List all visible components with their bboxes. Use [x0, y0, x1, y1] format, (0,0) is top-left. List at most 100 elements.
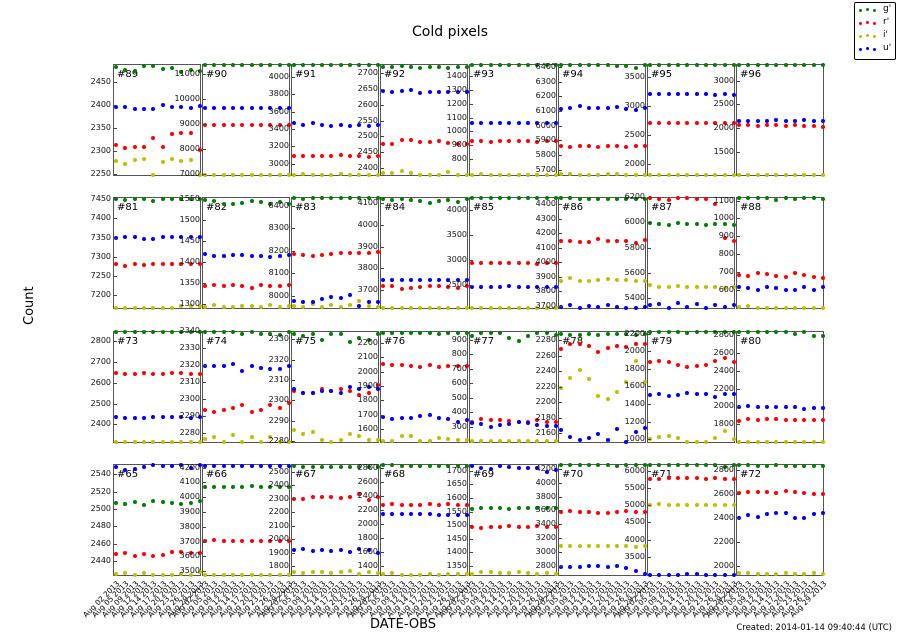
data-point-r [277, 123, 282, 127]
data-point-g [577, 197, 582, 202]
data-point-u [418, 413, 423, 418]
data-point-g [132, 196, 137, 201]
y-tick-mark [114, 526, 117, 528]
data-point-r [746, 273, 751, 278]
data-point-r [633, 240, 638, 245]
data-point-i [212, 173, 217, 177]
data-point-r [470, 525, 474, 530]
data-point-i [301, 431, 306, 436]
y-tick-mark [114, 256, 117, 258]
data-point-g [455, 331, 460, 336]
data-point-g [320, 63, 324, 67]
panel-label: #77 [473, 336, 495, 347]
data-point-i [648, 283, 652, 288]
data-point-g [498, 331, 502, 336]
data-point-g [544, 63, 549, 67]
data-point-r [418, 503, 423, 508]
data-point-r [170, 371, 174, 376]
data-point-u [802, 515, 807, 520]
y-tick-mark [292, 205, 295, 207]
data-point-i [774, 306, 779, 310]
data-point-g [151, 64, 156, 69]
data-point-g [648, 63, 652, 67]
data-point-u [559, 427, 563, 432]
data-point-u [568, 434, 573, 439]
y-tick-label: 4500 [624, 517, 645, 527]
data-point-r [722, 120, 727, 125]
y-tick-label: 2200 [713, 536, 734, 546]
data-point-i [793, 572, 797, 577]
data-point-r [114, 552, 118, 557]
data-point-r [648, 196, 652, 200]
data-point-u [694, 92, 699, 97]
data-point-r [366, 251, 371, 255]
data-point-g [348, 465, 352, 469]
y-tick-mark [470, 470, 473, 472]
data-point-u [488, 467, 493, 472]
data-point-u [301, 300, 306, 305]
y-tick-label: 11000 [174, 69, 200, 78]
data-point-g [277, 63, 282, 67]
data-point-u [418, 277, 423, 282]
data-point-i [765, 439, 769, 444]
data-point-g [277, 333, 282, 338]
data-point-u [376, 122, 380, 127]
data-point-i [615, 277, 619, 282]
data-point-i [455, 437, 460, 442]
data-point-g [179, 69, 184, 74]
data-point-r [203, 539, 207, 544]
data-point-u [793, 119, 797, 124]
data-point-i [713, 173, 718, 177]
y-tick-label: 1300 [446, 85, 467, 95]
y-tick-mark [737, 565, 740, 567]
data-point-i [292, 173, 296, 177]
data-point-u [301, 391, 306, 396]
y-tick-label: 1300 [179, 298, 200, 308]
data-point-g [446, 65, 451, 70]
y-tick-mark [381, 551, 384, 553]
data-point-i [179, 440, 184, 444]
y-tick-label: 2800 [713, 330, 734, 340]
plot-panel: #86 [558, 196, 647, 310]
data-point-g [310, 196, 315, 200]
plot-panel: #95 [647, 63, 736, 177]
data-point-r [132, 371, 137, 376]
data-point-g [676, 221, 680, 226]
data-point-g [732, 463, 736, 467]
data-point-i [188, 573, 193, 577]
y-tick-label: 3000 [446, 254, 467, 264]
y-tick-mark [292, 485, 295, 487]
y-tick-mark [292, 552, 295, 554]
panel-label: #71 [651, 469, 673, 480]
y-tick-mark [559, 510, 562, 512]
data-point-u [811, 288, 816, 293]
data-point-u [643, 305, 647, 310]
data-point-u [212, 363, 217, 368]
y-tick-mark [114, 341, 117, 343]
y-tick-mark [648, 197, 651, 198]
data-point-u [160, 235, 165, 240]
data-point-u [249, 464, 254, 469]
data-point-i [615, 172, 619, 177]
data-point-i [498, 173, 502, 177]
data-point-r [142, 552, 146, 557]
y-tick-label: 2400 [357, 491, 378, 501]
data-point-g [676, 63, 680, 67]
plot-panel: #66 [202, 463, 291, 577]
data-point-g [212, 63, 217, 67]
data-point-g [198, 68, 202, 73]
data-point-u [348, 123, 352, 128]
y-tick-label: 2340 [179, 326, 200, 335]
data-point-r [277, 283, 282, 288]
data-point-u [357, 546, 362, 551]
data-point-i [713, 436, 718, 441]
plot-panel: #67 [291, 464, 380, 576]
data-point-r [114, 262, 118, 267]
y-tick-label: 2450 [90, 77, 111, 87]
data-point-u [203, 363, 207, 368]
data-point-u [666, 393, 671, 398]
y-tick-mark [114, 474, 117, 476]
data-point-u [793, 288, 797, 293]
data-point-r [516, 525, 521, 530]
data-point-i [694, 440, 699, 444]
